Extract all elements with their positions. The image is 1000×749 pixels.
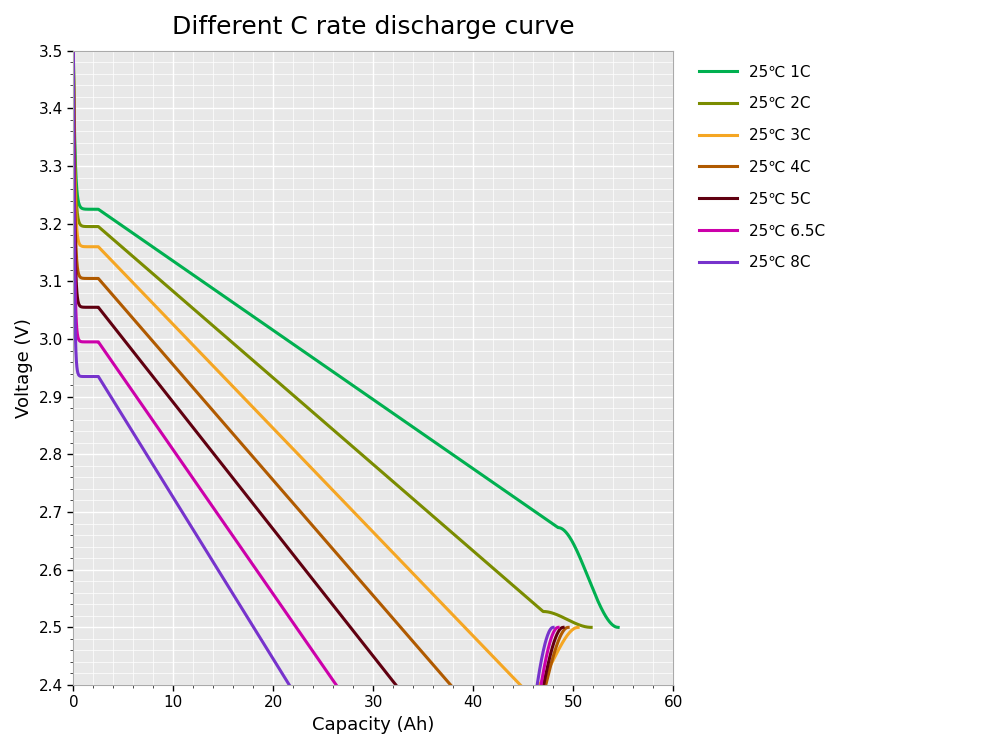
25℃ 6.5C — [322, 669, 334, 678]
25℃ 2C — [127, 252, 139, 261]
25℃ 3C — [522, 688, 534, 697]
25℃ 8C — [67, 46, 79, 55]
25℃ 6.5C — [67, 46, 79, 55]
25℃ 1C — [555, 524, 567, 533]
25℃ 4C — [562, 623, 574, 632]
25℃ 4C — [67, 46, 79, 55]
25℃ 5C — [328, 602, 340, 611]
25℃ 8C — [547, 623, 559, 632]
25℃ 2C — [551, 610, 563, 619]
25℃ 4C — [125, 312, 137, 321]
25℃ 2C — [348, 443, 360, 452]
25℃ 4C — [334, 553, 346, 562]
25℃ 5C — [124, 343, 136, 352]
25℃ 3C — [572, 623, 584, 632]
25℃ 3C — [340, 499, 352, 508]
25℃ 3C — [537, 674, 549, 683]
25℃ 3C — [523, 688, 535, 697]
Line: 25℃ 2C: 25℃ 2C — [73, 51, 591, 628]
Title: Different C rate discharge curve: Different C rate discharge curve — [172, 15, 575, 39]
Line: 25℃ 6.5C: 25℃ 6.5C — [73, 51, 558, 749]
25℃ 2C — [537, 607, 549, 616]
25℃ 8C — [317, 734, 329, 743]
25℃ 2C — [67, 46, 79, 55]
25℃ 1C — [67, 46, 79, 55]
Line: 25℃ 3C: 25℃ 3C — [73, 51, 578, 693]
Legend: 25℃ 1C, 25℃ 2C, 25℃ 3C, 25℃ 4C, 25℃ 5C, 25℃ 6.5C, 25℃ 8C: 25℃ 1C, 25℃ 2C, 25℃ 3C, 25℃ 4C, 25℃ 5C, … — [693, 58, 831, 276]
25℃ 1C — [128, 229, 140, 238]
25℃ 1C — [612, 623, 624, 632]
25℃ 1C — [501, 488, 513, 497]
25℃ 3C — [475, 640, 487, 649]
Y-axis label: Voltage (V): Voltage (V) — [15, 318, 33, 418]
25℃ 2C — [540, 607, 552, 616]
25℃ 5C — [67, 46, 79, 55]
25℃ 1C — [570, 545, 582, 554]
25℃ 2C — [488, 565, 500, 574]
25℃ 2C — [585, 623, 597, 632]
25℃ 4C — [527, 729, 539, 738]
25℃ 6.5C — [123, 382, 135, 391]
25℃ 3C — [125, 276, 137, 285]
Line: 25℃ 4C: 25℃ 4C — [73, 51, 568, 749]
25℃ 1C — [357, 388, 369, 397]
25℃ 1C — [552, 523, 564, 532]
Line: 25℃ 1C: 25℃ 1C — [73, 51, 618, 628]
Line: 25℃ 5C: 25℃ 5C — [73, 51, 563, 749]
25℃ 3C — [525, 688, 537, 697]
Line: 25℃ 8C: 25℃ 8C — [73, 51, 553, 749]
25℃ 3C — [67, 46, 79, 55]
25℃ 6.5C — [552, 623, 564, 632]
25℃ 4C — [466, 705, 478, 714]
X-axis label: Capacity (Ah): Capacity (Ah) — [312, 716, 434, 734]
25℃ 5C — [557, 623, 569, 632]
25℃ 8C — [122, 420, 134, 429]
